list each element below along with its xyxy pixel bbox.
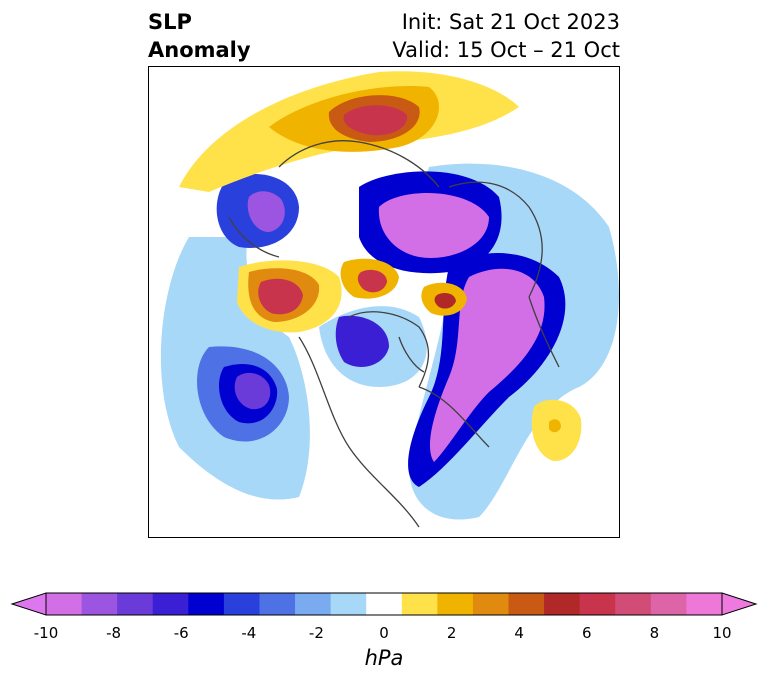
colorbar-segment (152, 593, 189, 615)
colorbar-segment (81, 593, 118, 615)
colorbar-segment (650, 593, 687, 615)
anomaly-magenta-high-north (343, 105, 408, 136)
colorbar-segment (46, 593, 83, 615)
colorbar-tick-label: 10 (712, 624, 732, 642)
colorbar-segment (437, 593, 474, 615)
colorbar (10, 592, 758, 616)
colorbar-segment (188, 593, 225, 615)
colorbar-tick-label: 2 (446, 624, 457, 642)
colorbar-tick-label: 0 (379, 624, 389, 642)
colorbar-segment (117, 593, 154, 615)
colorbar-outline (45, 592, 723, 616)
title-left: SLP Anomaly (148, 8, 251, 64)
colorbar-segment (686, 593, 723, 615)
anomaly-magenta-high-pacific (258, 278, 303, 315)
colorbar-tick-label: 8 (649, 624, 660, 642)
colorbar-segment (579, 593, 616, 615)
anomaly-map (157, 71, 619, 537)
field-name-line1: SLP (148, 10, 192, 34)
anomaly-purple-low-west-pacific (234, 372, 271, 410)
valid-time: Valid: 15 Oct – 21 Oct (392, 38, 620, 62)
colorbar-tick-label: -6 (173, 624, 189, 642)
colorbar-unit-label: hPa (364, 646, 404, 670)
colorbar-tick-label: 4 (514, 624, 524, 642)
anomaly-red-high-europe (434, 293, 456, 309)
colorbar-segment (508, 593, 545, 615)
colorbar-min-extend (10, 592, 47, 616)
coastlines (228, 140, 560, 528)
colorbar-tick-label: -2 (308, 624, 324, 642)
anomaly-purple-low-siberia (247, 191, 285, 232)
colorbar-segment (259, 593, 296, 615)
colorbar-segment (544, 593, 581, 615)
colorbar-segment (330, 593, 367, 615)
colorbar-tick-label: -10 (33, 624, 59, 642)
title-right: Init: Sat 21 Oct 2023 Valid: 15 Oct – 21… (392, 8, 620, 64)
init-time: Init: Sat 21 Oct 2023 (401, 10, 620, 34)
colorbar-tick-label: -8 (106, 624, 122, 642)
colorbar-tick-label: 6 (582, 624, 592, 642)
anomaly-purple-low-arctic (378, 193, 489, 258)
anomaly-orange-high-atlantic (549, 419, 561, 433)
colorbar-segment (401, 593, 438, 615)
anomaly-blue-low-north-america (335, 315, 389, 367)
colorbar-segment (472, 593, 510, 615)
colorbar-segment (366, 593, 403, 615)
field-name-line2: Anomaly (148, 38, 251, 62)
anomaly-magenta-high-central (357, 269, 387, 293)
colorbar-tick-label: -4 (241, 624, 257, 642)
colorbar-max-extend (721, 592, 758, 616)
colorbar-segment (223, 593, 260, 615)
colorbar-segment (615, 593, 652, 615)
colorbar-segment (295, 593, 332, 615)
map-panel (148, 66, 620, 538)
